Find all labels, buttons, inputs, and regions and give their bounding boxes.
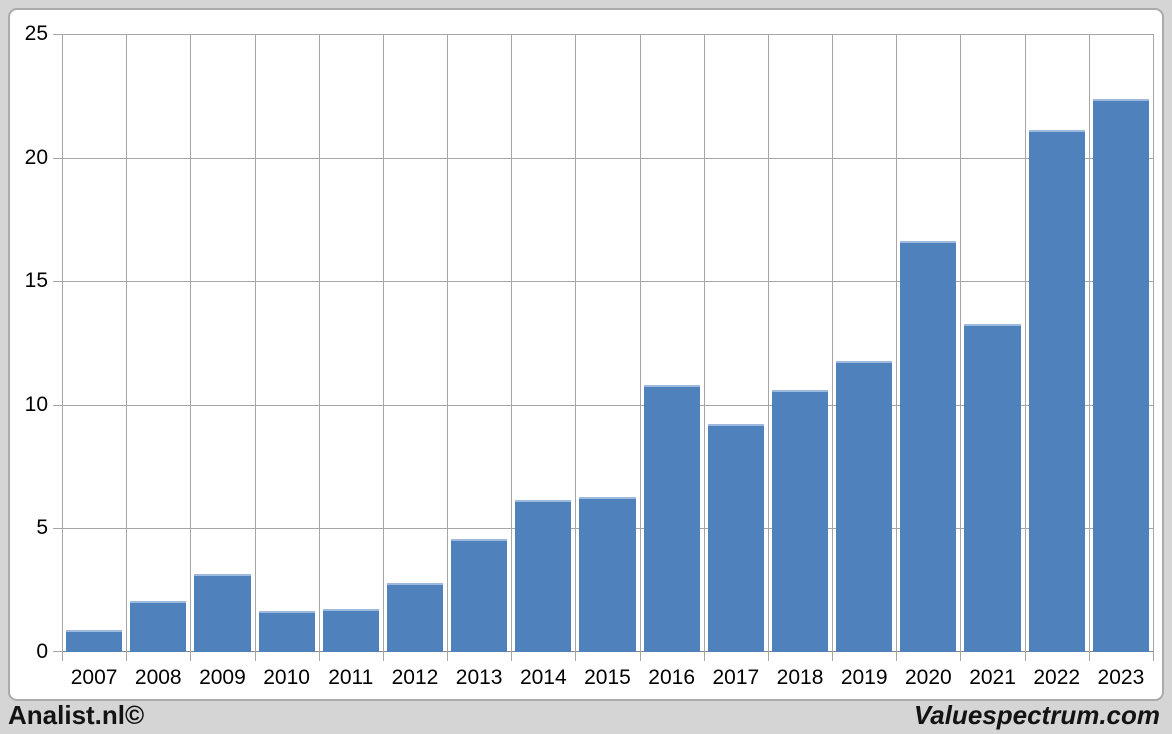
bar-2016 [643,384,700,652]
bar-2022 [1028,130,1085,652]
x-axis-tick [832,652,833,661]
v-gridline [960,34,961,652]
x-tick-label: 2008 [134,666,182,689]
x-axis-tick [960,652,961,661]
y-tick-label: 5 [36,516,48,539]
v-gridline [383,34,384,652]
bar-2014 [515,499,572,652]
x-tick-label: 2009 [199,666,246,689]
x-tick-label: 2010 [263,666,310,689]
bar-2018 [771,389,829,652]
x-axis-tick [255,652,256,661]
y-axis-tick [53,281,62,282]
x-axis-tick [896,652,897,661]
brand-valuespectrum: Valuespectrum.com [913,700,1160,730]
x-tick-label: 2013 [455,666,503,689]
bar-2012 [386,582,444,652]
bar-2019 [836,361,893,652]
x-tick-label: 2014 [519,666,567,689]
x-tick-label: 2022 [1033,666,1081,689]
v-gridline [62,34,63,652]
v-gridline [1025,34,1026,652]
v-gridline [832,34,833,652]
chart-panel: 0 5 10 15 20 25 2007 2008 2009 2010 2011 2012 2013 20… [8,8,1164,701]
v-gridline [511,34,512,652]
x-axis-tick [1089,652,1090,661]
x-tick-label: 2021 [969,666,1016,689]
bar-2023 [1092,99,1149,652]
y-axis-tick [53,158,62,159]
x-axis-tick [126,652,127,661]
y-tick-label: 20 [24,146,48,169]
bar-2021 [964,324,1021,652]
x-axis-tick [511,652,512,661]
y-axis-tick [53,34,62,35]
v-gridline [319,34,320,652]
v-gridline [768,34,769,652]
x-tick-label: 2007 [70,666,118,689]
x-tick-label: 2019 [840,666,888,689]
h-gridline [62,158,1153,159]
x-axis-tick [62,652,63,661]
bar-2013 [451,539,508,652]
x-axis-tick [1025,652,1026,661]
y-axis-tick [53,405,62,406]
bar-2010 [258,610,315,652]
x-axis-tick [319,652,320,661]
y-tick-label: 15 [24,269,48,292]
v-gridline [126,34,127,652]
bar-2017 [707,424,764,652]
x-axis-tick [190,652,191,661]
y-tick-label: 25 [24,22,48,45]
x-tick-label: 2012 [391,666,439,689]
bar-2007 [66,629,123,652]
v-gridline [575,34,576,652]
v-gridline [190,34,191,652]
y-tick-label: 10 [24,393,48,416]
brand-analist: Analist.nl© [8,700,145,730]
x-tick-label: 2016 [648,666,696,689]
x-axis-tick [1153,652,1154,661]
h-gridline [62,405,1153,406]
bar-2011 [322,608,379,652]
h-gridline [62,34,1153,35]
plot-area: 0 5 10 15 20 25 2007 2008 2009 2010 2011 2012 2013 20… [25,22,1154,689]
bar-2020 [900,241,957,652]
v-gridline [447,34,448,652]
x-tick-label: 2011 [328,666,374,689]
v-gridline [896,34,897,652]
x-tick-label: 2020 [905,666,952,689]
bar-2009 [194,573,251,652]
x-tick-label: 2017 [712,666,760,689]
x-tick-label: 2018 [776,666,824,689]
x-axis-tick [768,652,769,661]
v-gridline [704,34,705,652]
footer: Analist.nl© Valuespectrum.com [0,700,1172,734]
x-axis-tick [704,652,705,661]
y-tick-label: 0 [36,640,48,663]
x-axis-tick [640,652,641,661]
v-gridline [1089,34,1090,652]
y-axis-tick [53,651,62,652]
v-gridline [640,34,641,652]
x-tick-label: 2015 [584,666,631,689]
v-gridline [255,34,256,652]
bar-2008 [130,601,187,652]
h-gridline [62,281,1153,282]
x-axis-tick [447,652,448,661]
v-gridline [1153,34,1154,652]
y-axis-tick [53,528,62,529]
x-axis-tick [383,652,384,661]
bar-2015 [579,497,636,652]
x-tick-label: 2023 [1097,666,1145,689]
x-axis-tick [575,652,576,661]
